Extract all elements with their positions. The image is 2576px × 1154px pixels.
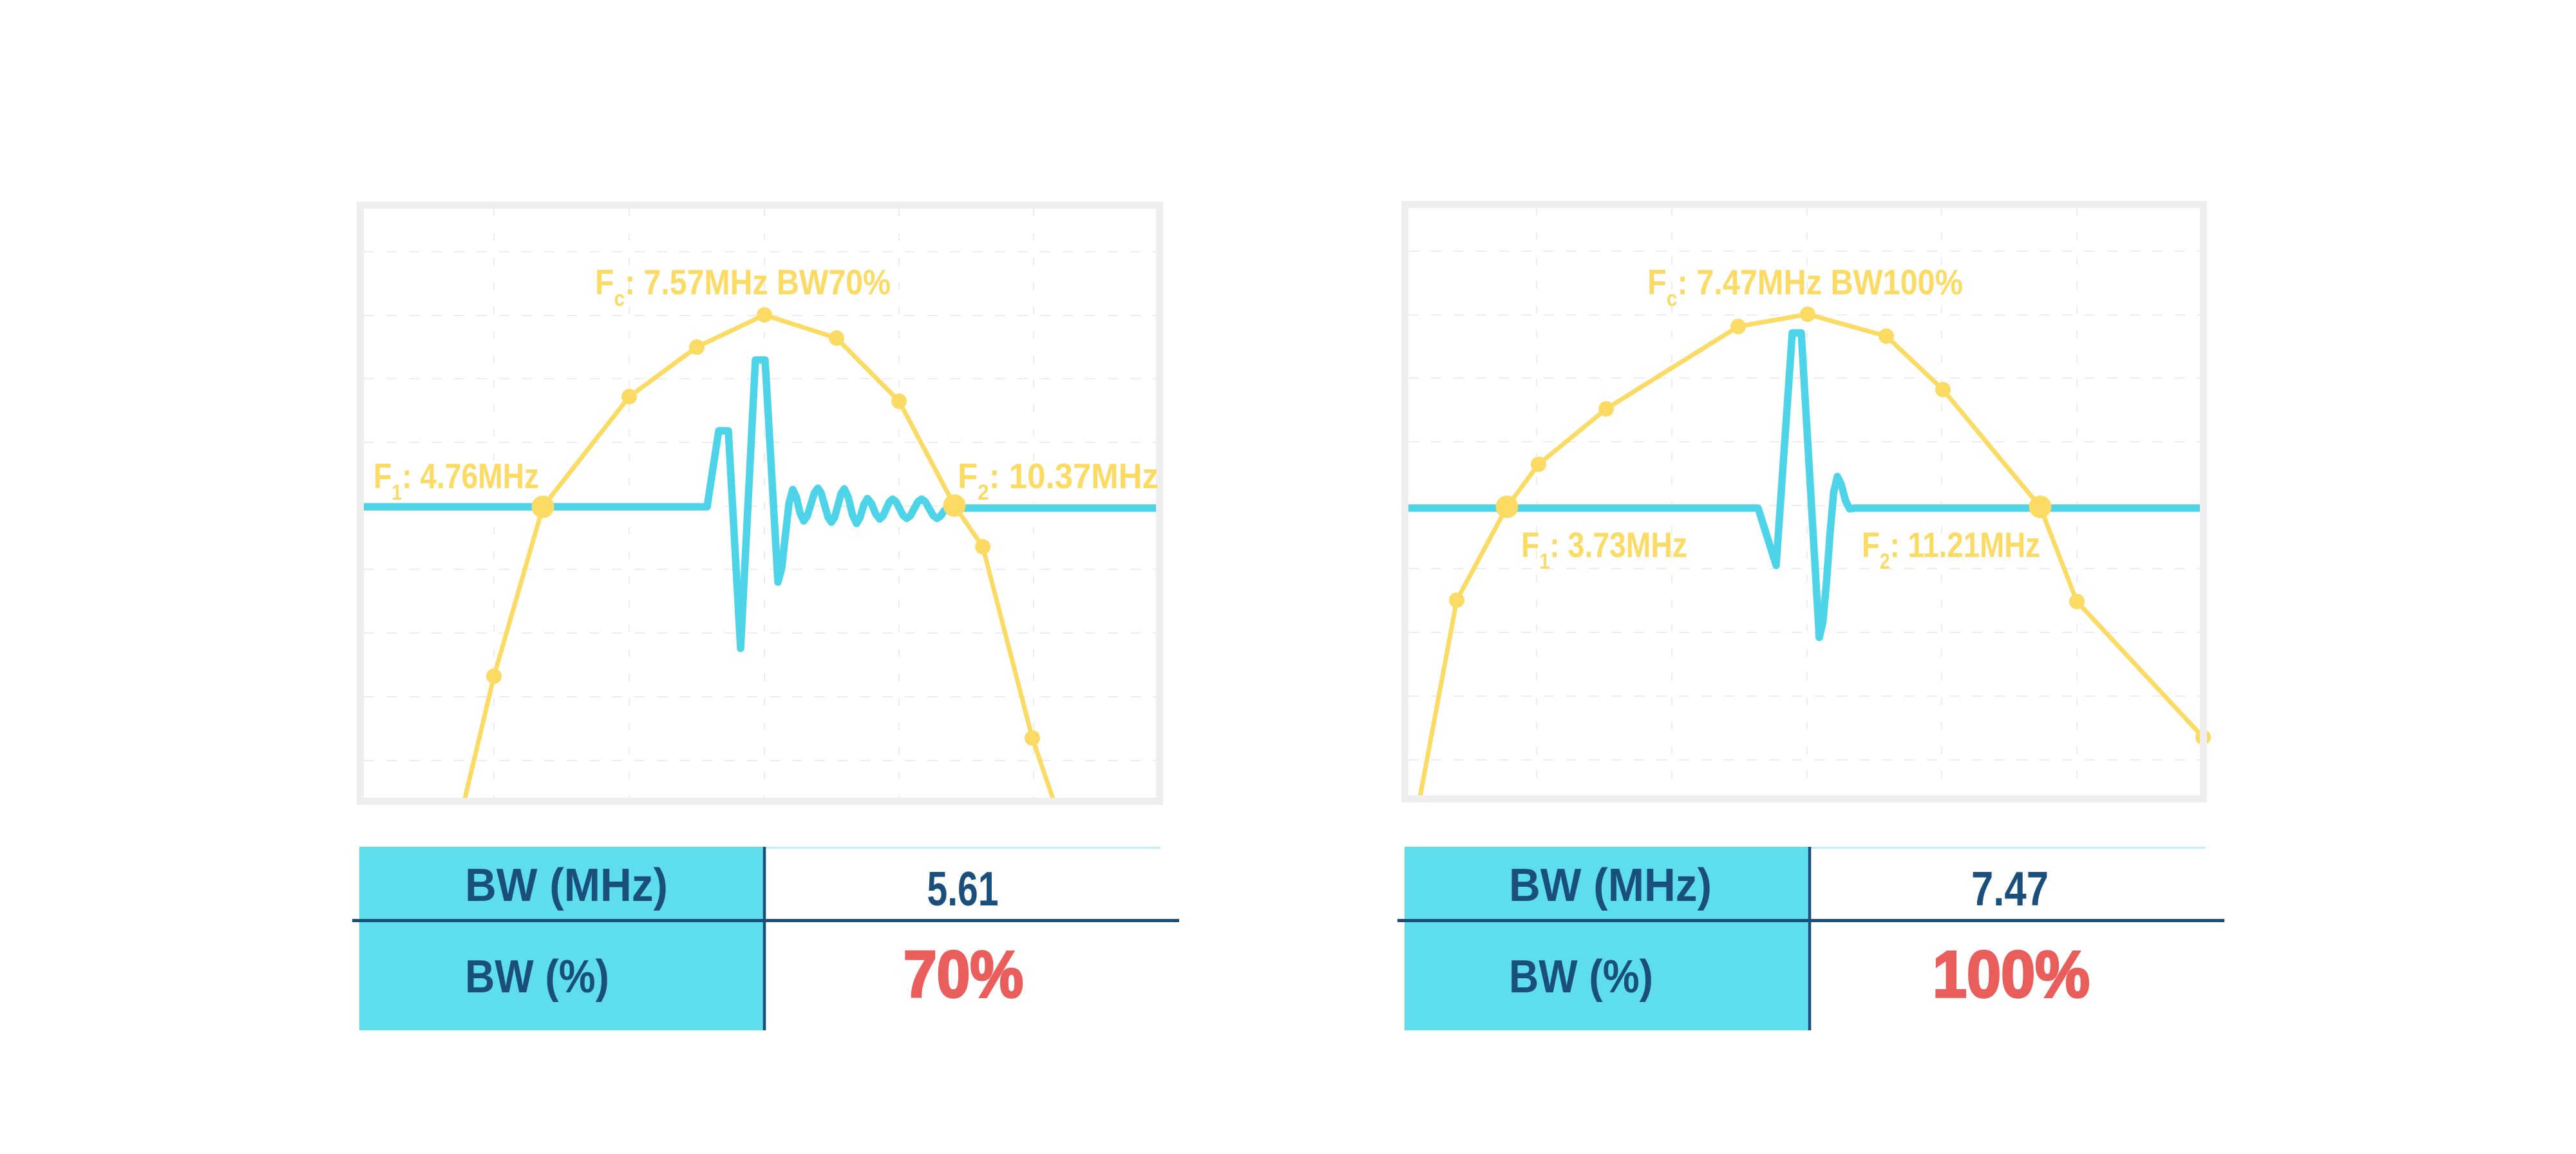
svg-text:5.61: 5.61 [927,862,999,916]
svg-text:BW (%): BW (%) [465,951,609,1003]
svg-text:BW (MHz): BW (MHz) [465,860,668,911]
svg-text:100%: 100% [1933,938,2090,1011]
svg-text:BW (%): BW (%) [1509,951,1653,1003]
svg-text:F2: 11.21MHz: F2: 11.21MHz [1862,525,2040,574]
svg-text:BW (MHz): BW (MHz) [1509,860,1712,911]
svg-text:7.47: 7.47 [1971,862,2049,916]
svg-text:70%: 70% [904,938,1023,1011]
